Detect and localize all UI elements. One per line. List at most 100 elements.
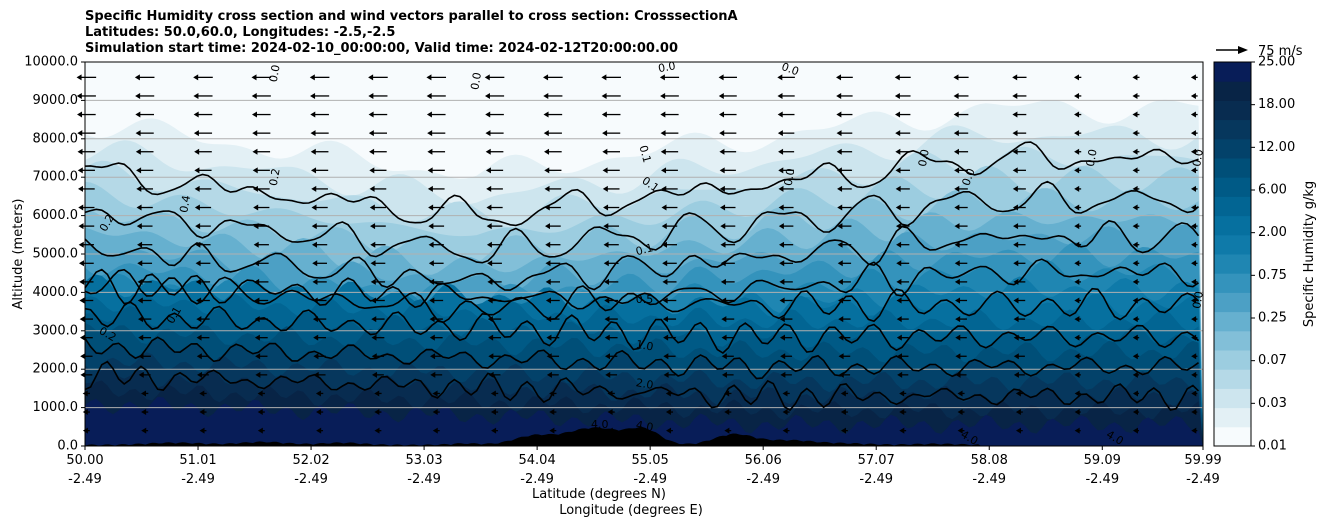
wind-vector-head xyxy=(659,74,665,81)
wind-vector-head xyxy=(720,260,726,267)
wind-vector-head xyxy=(484,92,490,99)
wind-vector-head xyxy=(546,353,552,360)
wind-vector-head xyxy=(660,92,666,99)
wind-vector-head xyxy=(1190,167,1196,174)
wind-vector-head xyxy=(838,316,844,323)
wind-vector-head xyxy=(779,334,785,341)
y-tick-label: 6000.0 xyxy=(33,208,79,223)
wind-vector-head xyxy=(136,223,142,230)
wind-vector-head xyxy=(838,334,844,341)
wind-vector-head xyxy=(838,371,844,378)
wind-vector-head xyxy=(545,260,551,267)
wind-vector-head xyxy=(1074,185,1080,192)
wind-vector-head xyxy=(1132,185,1138,192)
wind-vector-head xyxy=(312,278,318,285)
colorbar-swatch xyxy=(1214,158,1251,178)
wind-vector-head xyxy=(777,92,783,99)
wind-vector-head xyxy=(312,316,318,323)
wind-vector-head xyxy=(724,390,730,397)
wind-vector-head xyxy=(662,260,668,267)
wind-vector-head xyxy=(718,74,724,81)
y-tick-label: 0.0 xyxy=(57,439,78,454)
wind-vector-head xyxy=(954,241,960,248)
wind-vector-head xyxy=(428,204,434,211)
wind-vector-head xyxy=(544,185,550,192)
contour-label: 0.4 xyxy=(177,194,193,213)
wind-vector-head xyxy=(1012,148,1018,155)
x-tick-label-latitude: 57.07 xyxy=(858,453,895,468)
wind-vector-head xyxy=(1191,353,1197,360)
wind-vector-head xyxy=(1012,74,1018,81)
wind-vector-head xyxy=(1132,278,1138,285)
wind-vector-head xyxy=(1190,74,1196,81)
wind-vector-head xyxy=(428,223,434,230)
x-axis-label-longitude: Longitude (degrees E) xyxy=(559,503,703,518)
wind-vector-head xyxy=(193,74,199,81)
wind-vector-head xyxy=(199,409,205,416)
x-tick-label-latitude: 51.01 xyxy=(179,453,216,468)
wind-vector-head xyxy=(485,167,491,174)
x-tick-label-longitude: -2.49 xyxy=(407,472,441,487)
wind-vector-head xyxy=(836,92,842,99)
contour-label: 0.0 xyxy=(780,60,801,78)
wind-vector-head xyxy=(778,148,784,155)
wind-vector-head xyxy=(311,204,317,211)
contour-label: 1.0 xyxy=(635,338,654,354)
wind-vector-head xyxy=(77,111,83,118)
wind-vector-head xyxy=(485,111,491,118)
x-tick-label-longitude: -2.49 xyxy=(1085,472,1119,487)
wind-vector-head xyxy=(954,185,960,192)
colorbar-swatch xyxy=(1214,62,1251,82)
wind-vector-head xyxy=(487,278,493,285)
wind-vector-head xyxy=(899,390,905,397)
wind-vector-head xyxy=(486,185,492,192)
colorbar-tick-label: 18.00 xyxy=(1258,97,1295,112)
wind-vector-head xyxy=(837,185,843,192)
wind-vector-head xyxy=(486,223,492,230)
wind-vector-head xyxy=(485,130,491,137)
wind-vector-head xyxy=(77,167,83,174)
wind-vector-head xyxy=(720,241,726,248)
wind-vector-head xyxy=(663,353,669,360)
x-tick-label-latitude: 55.05 xyxy=(632,453,669,468)
wind-vector-head xyxy=(777,74,783,81)
wind-vector-head xyxy=(374,427,380,434)
wind-vector-head xyxy=(254,334,260,341)
wind-vector-head xyxy=(665,390,671,397)
wind-vector-head xyxy=(661,223,667,230)
contour-label: 0.0 xyxy=(916,148,932,167)
y-tick-label: 10000.0 xyxy=(24,55,78,70)
wind-vector-head xyxy=(607,409,613,416)
wind-vector-head xyxy=(1074,204,1080,211)
wind-vector-head xyxy=(899,409,905,416)
wind-vector-head xyxy=(1132,241,1138,248)
wind-vector-head xyxy=(79,316,85,323)
y-tick-label: 5000.0 xyxy=(33,247,79,262)
wind-vector-head xyxy=(1190,92,1196,99)
contour-label: 2.0 xyxy=(635,376,654,392)
y-tick-label: 3000.0 xyxy=(33,323,79,338)
wind-vector-head xyxy=(724,409,730,416)
colorbar-swatch xyxy=(1214,407,1251,428)
wind-vector-head xyxy=(1074,111,1080,118)
wind-vector-head xyxy=(429,278,435,285)
wind-vector-head xyxy=(312,260,318,267)
wind-vector-head xyxy=(1013,241,1019,248)
wind-vector-head xyxy=(138,371,144,378)
wind-vector-head xyxy=(311,185,317,192)
wind-vector-head xyxy=(1190,111,1196,118)
wind-vector-head xyxy=(782,390,788,397)
colorbar-swatch xyxy=(1214,388,1251,409)
wind-vector-head xyxy=(255,371,261,378)
wind-vector-head xyxy=(895,223,901,230)
wind-vector-head xyxy=(134,74,140,81)
wind-vector-head xyxy=(369,148,375,155)
wind-vector-head xyxy=(544,223,550,230)
x-tick-label-longitude: -2.49 xyxy=(181,472,215,487)
wind-vector-head xyxy=(77,148,83,155)
wind-vector-head xyxy=(193,130,199,137)
wind-vector-head xyxy=(251,74,257,81)
wind-vector-head xyxy=(778,185,784,192)
wind-vector-head xyxy=(432,409,438,416)
wind-vector-head xyxy=(135,92,141,99)
